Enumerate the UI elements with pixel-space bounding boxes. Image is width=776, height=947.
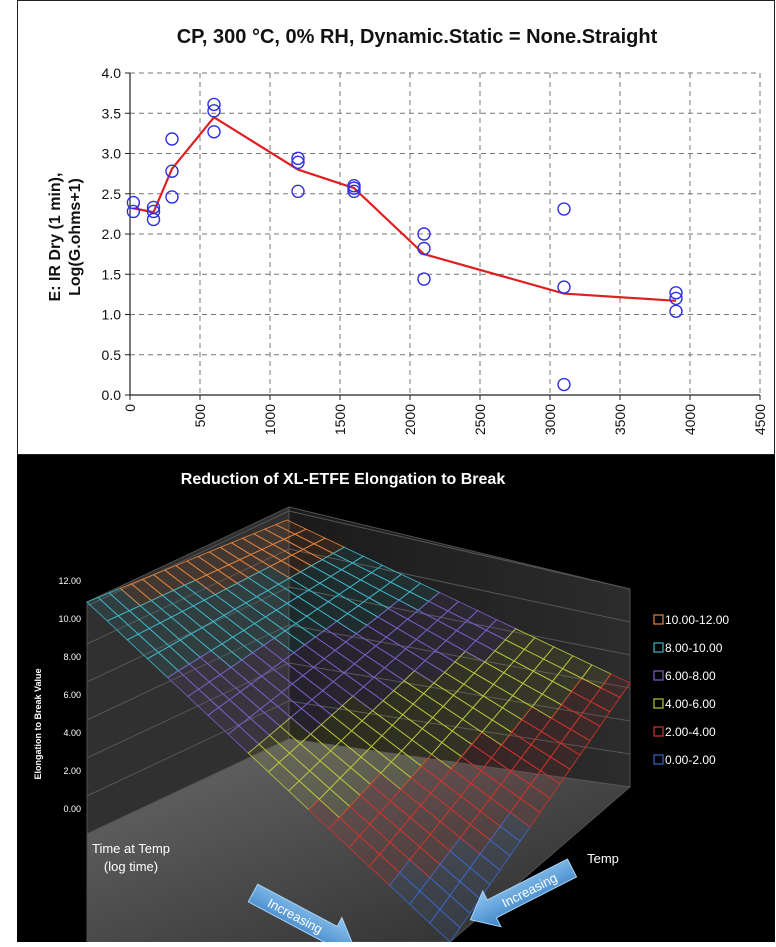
legend-label: 6.00-8.00 [665, 669, 716, 683]
surface-chart: Reduction of XL-ETFE Elongation to Break… [33, 471, 729, 947]
scatter-x-tick-label: 3000 [542, 404, 558, 435]
surface-gridline-back [288, 738, 631, 788]
surface-gridline-left [86, 548, 290, 645]
surface-legend: 10.00-12.00 8.00-10.00 6.00-8.00 4.00-6.00 2… [653, 613, 729, 767]
legend-label: 0.00-2.00 [665, 753, 716, 767]
legend-label: 8.00-10.00 [665, 641, 723, 655]
surface-z-tick-label: 10.00 [58, 614, 81, 624]
surface-gridline-left [86, 510, 290, 607]
scatter-point [207, 97, 221, 112]
scatter-x-tick-label: 4500 [752, 404, 768, 435]
legend-label: 10.00-12.00 [665, 613, 729, 627]
temp-axis-label: Temp [587, 851, 619, 866]
surface-cell [600, 673, 631, 698]
scatter-point [165, 132, 179, 146]
scatter-y-tick-label: 2.5 [102, 186, 122, 202]
scatter-point [417, 227, 431, 241]
legend-swatch [653, 754, 664, 765]
scatter-y-tick-label: 0.0 [102, 387, 122, 403]
scatter-axes [125, 72, 761, 400]
scatter-x-tick-label: 500 [192, 404, 208, 428]
surface-gridline-left [86, 624, 290, 721]
scatter-y-tick-label: 0.5 [102, 347, 122, 363]
scatter-point [207, 125, 221, 139]
scatter-point [291, 155, 305, 170]
scatter-grid [130, 72, 761, 395]
surface-gridline-left [86, 738, 290, 835]
scatter-y-tick-label: 4.0 [102, 65, 122, 81]
legend-swatch [653, 670, 664, 681]
arrow-left-icon [469, 858, 578, 928]
legend-swatch [653, 698, 664, 709]
surface-gridline-left [86, 700, 290, 797]
scatter-y-tick-label: 2.0 [102, 226, 122, 242]
surface-chart-title: Reduction of XL-ETFE Elongation to Break [181, 471, 506, 488]
surface-z-tick-label: 12.00 [58, 576, 81, 586]
scatter-x-tick-label: 4000 [682, 404, 698, 435]
surface-gridline-back [288, 624, 631, 689]
arrow-right-icon [247, 883, 355, 947]
scatter-x-tick-label: 2000 [402, 404, 418, 435]
scatter-y-tick-label: 3.0 [102, 146, 122, 162]
scatter-point [669, 291, 683, 306]
scatter-point [126, 195, 141, 210]
scatter-y-tick-label: 1.5 [102, 266, 122, 282]
scatter-point [347, 181, 361, 195]
surface-gridline-left [86, 586, 290, 683]
legend-swatch [653, 614, 664, 625]
scatter-point [146, 204, 161, 219]
legend-swatch [653, 642, 664, 653]
scatter-mean-line [133, 115, 677, 302]
surface-z-tick-label: 4.00 [63, 728, 81, 738]
scatter-x-ticks: 0 500 1000 1500 2000 2500 3000 3500 4000 4500 [122, 404, 768, 435]
scatter-point [417, 272, 431, 286]
surface-z-axis-label: Elongation to Break Value [33, 668, 43, 779]
surface-gridline-back [288, 700, 631, 755]
scatter-y-axis-label-line1: E: IR Dry (1 min), [47, 173, 64, 302]
surface-z-tick-label: 8.00 [63, 652, 81, 662]
surface-z-tick-label: 0.00 [63, 804, 81, 814]
scatter-y-tick-label: 1.0 [102, 307, 122, 323]
surface-z-tick-label: 6.00 [63, 690, 81, 700]
legend-swatch [653, 726, 664, 737]
scatter-point [557, 377, 571, 392]
scatter-chart-panel: CP, 300 °C, 0% RH, Dynamic.Static = None… [17, 0, 775, 455]
scatter-point [146, 212, 161, 227]
legend-label: 2.00-4.00 [665, 725, 716, 739]
surface-z-ticks: 0.00 2.00 4.00 6.00 8.00 10.00 12.00 [58, 576, 81, 814]
surface-mesh [86, 519, 631, 943]
time-axis-label-line2: (log time) [104, 859, 158, 874]
scatter-point [669, 286, 683, 300]
surface-gridline-back [288, 510, 631, 590]
scatter-point [165, 190, 179, 204]
scatter-x-tick-label: 2500 [472, 404, 488, 435]
scatter-point [417, 241, 431, 256]
surface-z-tick-label: 2.00 [63, 766, 81, 776]
surface-gridline-left [86, 662, 290, 759]
scatter-x-tick-label: 1000 [262, 404, 278, 435]
scatter-point [291, 184, 305, 199]
scatter-point [669, 304, 683, 318]
scatter-point [126, 204, 141, 219]
scatter-point [347, 184, 361, 199]
legend-label: 4.00-6.00 [665, 697, 716, 711]
scatter-y-tick-label: 3.5 [102, 105, 122, 121]
scatter-chart-title: CP, 300 °C, 0% RH, Dynamic.Static = None… [177, 26, 658, 48]
time-axis-label-line1: Time at Temp [92, 841, 170, 856]
scatter-point [207, 104, 221, 118]
scatter-y-axis-label-line2: Log(G.ohms+1) [67, 178, 84, 296]
surface-chart-panel: Reduction of XL-ETFE Elongation to Break… [17, 455, 775, 947]
scatter-x-tick-label: 1500 [332, 404, 348, 435]
scatter-point [557, 280, 571, 294]
scatter-point [165, 164, 179, 178]
scatter-x-tick-label: 0 [122, 404, 138, 412]
surface-gridline-back [288, 548, 631, 623]
scatter-point [291, 151, 305, 166]
scatter-x-tick-label: 3500 [612, 404, 628, 435]
scatter-points [126, 97, 683, 392]
scatter-y-ticks: 0.0 0.5 1.0 1.5 2.0 2.5 3.0 3.5 4.0 [102, 65, 122, 403]
scatter-chart: CP, 300 °C, 0% RH, Dynamic.Static = None… [47, 26, 768, 435]
scatter-mean-polyline [133, 115, 677, 302]
scatter-point [557, 202, 571, 216]
